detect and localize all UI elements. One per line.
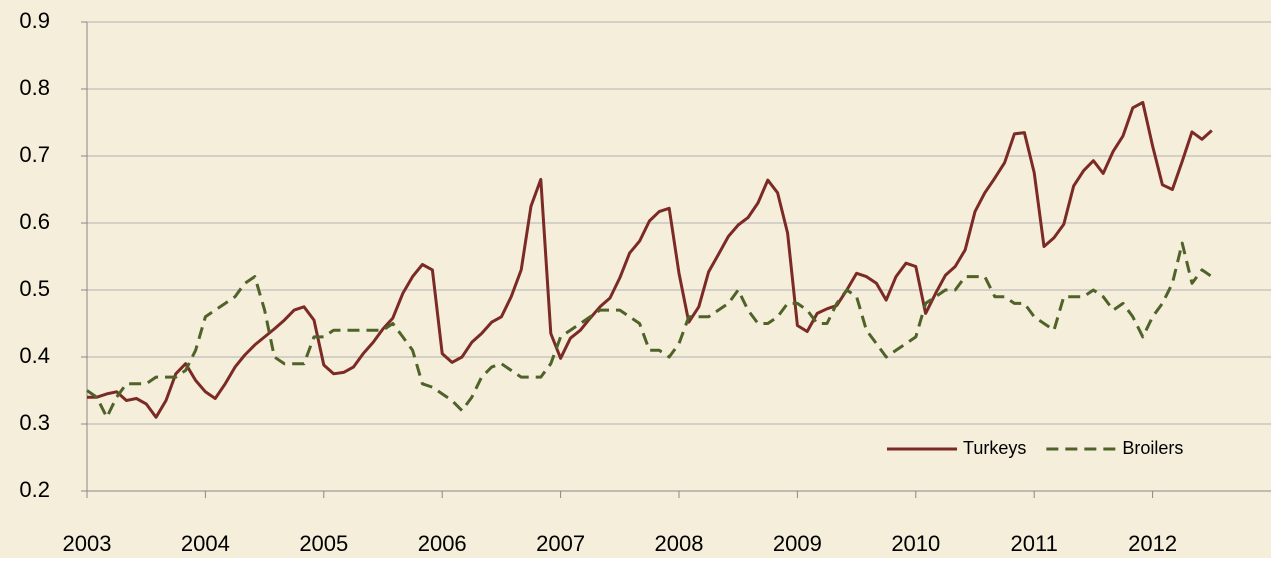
y-tick-label: 0.5 — [19, 276, 50, 301]
legend: Turkeys Broilers — [887, 438, 1183, 458]
y-tick-label: 0.8 — [19, 75, 50, 100]
legend-label: Broilers — [1122, 438, 1183, 458]
x-tick-label: 2010 — [891, 531, 940, 556]
y-tick-label: 0.2 — [19, 477, 50, 502]
x-tick-label: 2011 — [1011, 531, 1058, 556]
series-line — [87, 100, 1213, 419]
x-tick-label: 2004 — [181, 531, 230, 556]
y-tick-label: 0.3 — [19, 410, 50, 435]
y-tick-label: 0.4 — [19, 343, 50, 368]
y-tick-label: 0.9 — [19, 8, 50, 33]
x-tick-label: 2006 — [418, 531, 467, 556]
x-tick-label: 2008 — [655, 531, 704, 556]
x-tick-label: 2007 — [536, 531, 585, 556]
y-tick-label: 0.6 — [19, 209, 50, 234]
x-tick-label: 2012 — [1128, 531, 1177, 556]
x-tick-label: 2003 — [63, 531, 112, 556]
x-tick-label: 2009 — [773, 531, 822, 556]
y-tick-label: 0.7 — [19, 142, 50, 167]
legend-label: Turkeys — [963, 438, 1026, 458]
x-tick-label: 2005 — [299, 531, 348, 556]
